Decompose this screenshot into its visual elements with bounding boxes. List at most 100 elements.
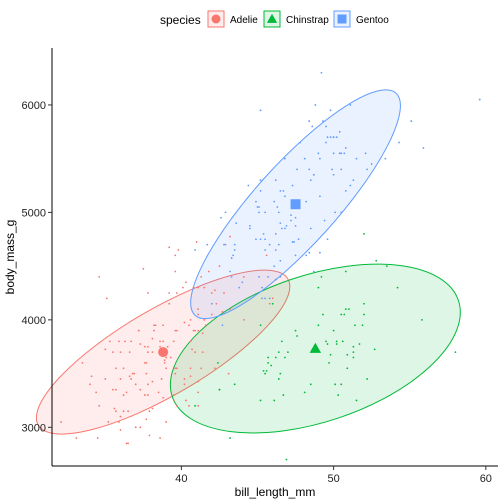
point-gentoo <box>210 302 213 305</box>
legend-entry-chinstrap: Chinstrap <box>263 10 329 28</box>
point-gentoo <box>293 241 295 243</box>
point-adelie <box>201 332 204 335</box>
point-adelie <box>210 292 213 294</box>
point-adelie <box>118 421 120 423</box>
point-chinstrap <box>344 308 347 311</box>
point-gentoo <box>224 211 227 214</box>
point-adelie <box>134 383 137 386</box>
point-gentoo <box>206 243 209 246</box>
point-adelie <box>96 437 99 439</box>
x-axis-title: bill_length_mm <box>235 485 316 499</box>
point-gentoo <box>264 249 267 251</box>
legend-label: Gentoo <box>356 15 389 26</box>
point-gentoo <box>258 275 260 278</box>
point-chinstrap <box>217 361 219 364</box>
point-adelie <box>162 340 165 343</box>
point-adelie <box>165 367 168 370</box>
point-gentoo <box>299 141 302 144</box>
point-gentoo <box>238 286 241 289</box>
point-gentoo <box>248 227 251 230</box>
point-gentoo <box>264 238 267 241</box>
point-gentoo <box>262 232 265 235</box>
point-adelie <box>174 254 177 257</box>
point-adelie <box>242 318 245 321</box>
point-adelie <box>151 380 154 383</box>
point-gentoo <box>355 157 358 160</box>
point-gentoo <box>258 211 260 214</box>
point-chinstrap <box>277 351 280 353</box>
data-points <box>60 71 481 461</box>
point-gentoo <box>326 238 329 241</box>
point-adelie <box>115 367 117 370</box>
point-adelie <box>218 265 221 268</box>
point-adelie <box>174 329 177 332</box>
point-chinstrap <box>264 372 267 375</box>
x-tick-label: 60 <box>480 473 492 485</box>
point-adelie <box>197 391 200 394</box>
point-adelie <box>177 249 180 251</box>
point-chinstrap <box>366 378 368 380</box>
point-gentoo <box>279 190 282 192</box>
point-adelie <box>113 407 116 410</box>
point-chinstrap <box>279 372 282 375</box>
point-adelie <box>197 380 200 383</box>
point-gentoo <box>478 98 481 101</box>
point-gentoo <box>338 130 341 133</box>
point-gentoo <box>311 125 314 128</box>
point-chinstrap <box>454 351 457 353</box>
point-gentoo <box>285 224 288 227</box>
point-chinstrap <box>347 308 350 311</box>
point-gentoo <box>283 195 286 198</box>
point-chinstrap <box>352 345 355 348</box>
point-gentoo <box>335 136 338 139</box>
point-adelie <box>128 351 131 353</box>
point-gentoo <box>279 222 282 225</box>
point-adelie <box>224 243 227 246</box>
point-gentoo <box>283 227 286 230</box>
point-adelie <box>89 383 91 386</box>
point-chinstrap <box>262 370 265 372</box>
point-adelie <box>98 404 101 407</box>
point-adelie <box>151 351 154 353</box>
point-gentoo <box>340 152 343 155</box>
point-adelie <box>197 286 200 289</box>
point-adelie <box>122 367 125 370</box>
point-gentoo <box>282 190 285 192</box>
point-gentoo <box>349 184 352 187</box>
point-adelie <box>98 275 101 278</box>
point-chinstrap <box>325 340 327 343</box>
point-gentoo <box>248 224 251 227</box>
point-gentoo <box>268 243 271 246</box>
point-gentoo <box>241 281 244 284</box>
point-gentoo <box>332 173 335 176</box>
point-adelie <box>159 437 161 439</box>
point-adelie <box>146 351 149 353</box>
point-chinstrap <box>332 329 335 332</box>
point-adelie <box>189 367 192 370</box>
point-chinstrap <box>317 324 320 327</box>
point-chinstrap <box>354 324 356 327</box>
point-gentoo <box>280 227 283 230</box>
point-adelie <box>107 421 110 423</box>
point-adelie <box>108 340 111 343</box>
point-adelie <box>143 394 146 396</box>
point-adelie <box>145 361 148 364</box>
point-adelie <box>160 378 163 380</box>
point-adelie <box>157 391 160 394</box>
legend-marker-adelie <box>211 14 221 24</box>
point-gentoo <box>343 152 346 155</box>
point-chinstrap <box>233 383 236 386</box>
point-gentoo <box>320 71 323 74</box>
point-adelie <box>192 286 195 289</box>
point-adelie <box>174 372 177 375</box>
point-chinstrap <box>273 399 276 402</box>
point-adelie <box>122 410 125 413</box>
point-adelie <box>183 321 186 324</box>
point-gentoo <box>279 259 282 262</box>
point-chinstrap <box>194 404 196 407</box>
x-tick-label: 50 <box>327 473 339 485</box>
point-adelie <box>185 399 187 402</box>
point-gentoo <box>352 179 355 182</box>
point-adelie <box>119 378 122 380</box>
point-chinstrap <box>294 329 297 332</box>
